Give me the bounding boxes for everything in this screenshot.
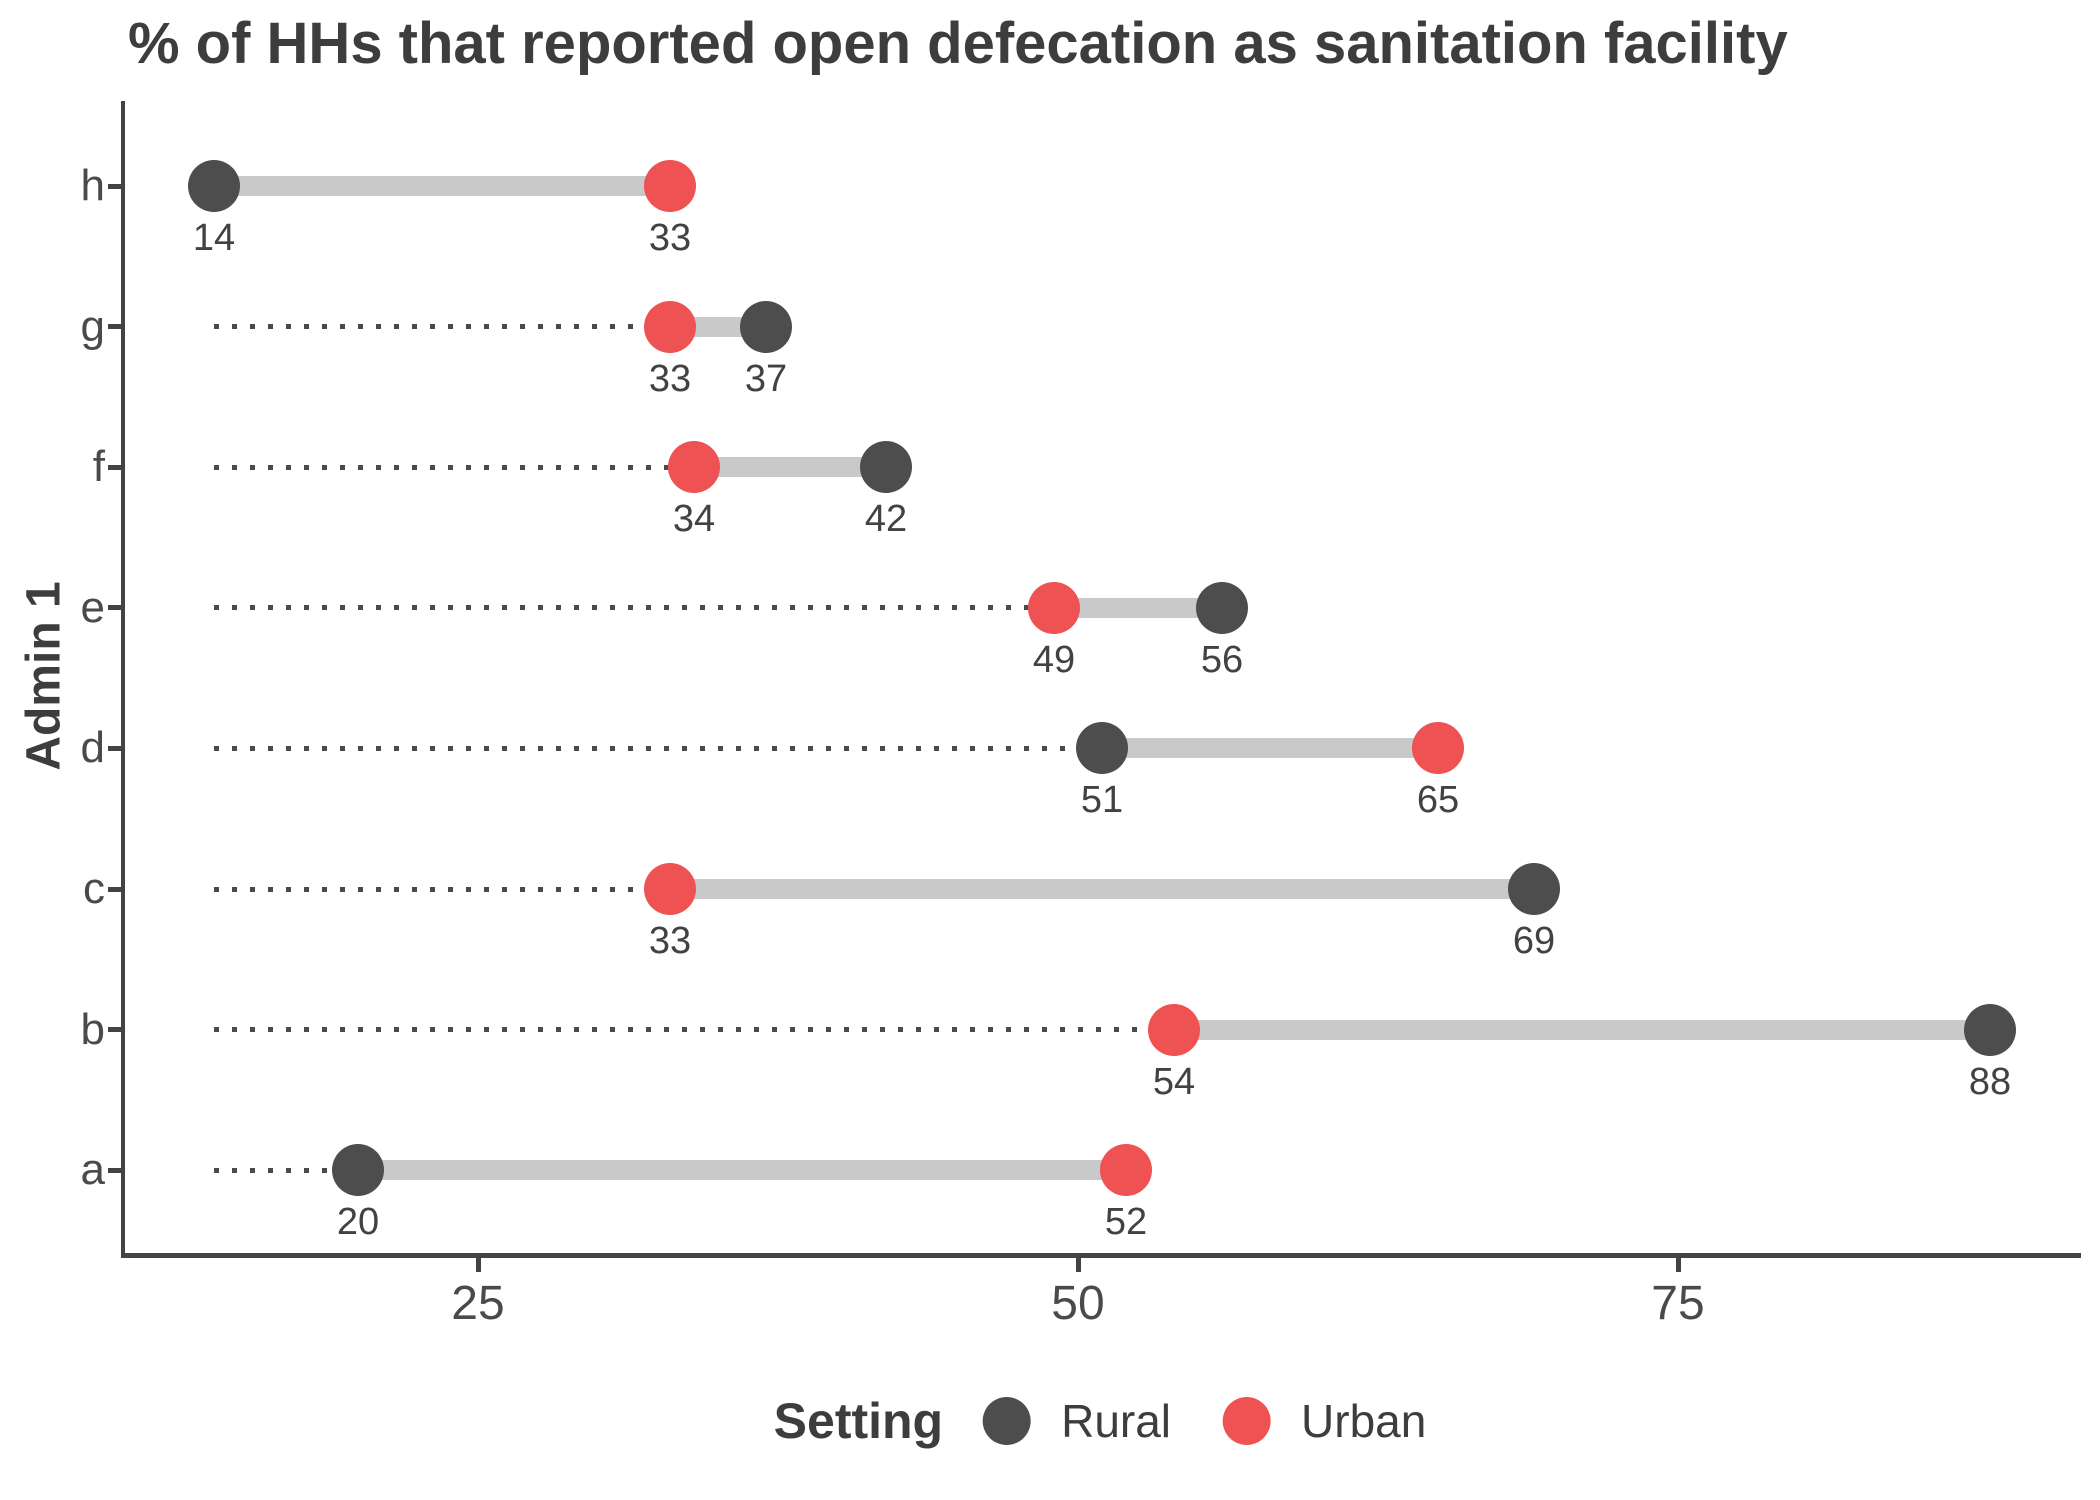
legend-item-rural: Rural: [983, 1394, 1171, 1448]
urban-value-label: 49: [1032, 638, 1076, 681]
urban-value-label: 54: [1152, 1060, 1196, 1103]
y-axis-tick: [108, 745, 122, 751]
urban-value-label: 33: [648, 357, 692, 400]
urban-swatch-icon: [1223, 1397, 1272, 1445]
y-axis-category-label: f: [92, 442, 105, 492]
rural-dot: [860, 441, 912, 494]
y-axis-category-label: b: [80, 1004, 105, 1054]
y-axis-tick: [108, 605, 122, 611]
rural-value-label: 14: [192, 217, 236, 259]
x-axis-tick-label: 50: [1051, 1277, 1105, 1330]
x-axis-tick: [1075, 1258, 1081, 1272]
y-axis-tick: [108, 464, 122, 470]
x-axis-tick: [475, 1258, 481, 1272]
legend-label-rural: Rural: [1061, 1395, 1172, 1447]
legend-label-urban: Urban: [1301, 1395, 1427, 1447]
rural-value-label: 88: [1968, 1060, 2012, 1103]
x-axis-tick-label: 25: [451, 1277, 505, 1330]
urban-dot: [668, 441, 720, 494]
y-axis-category-label: e: [80, 582, 105, 632]
rural-dot: [1196, 581, 1248, 634]
leader-line: [214, 886, 670, 892]
legend-item-urban: Urban: [1223, 1394, 1426, 1448]
rural-swatch-icon: [983, 1397, 1032, 1445]
y-axis-category-label: a: [80, 1145, 105, 1195]
rural-value-label: 20: [336, 1201, 380, 1244]
urban-dot: [644, 300, 696, 353]
connector-bar: [670, 879, 1534, 899]
leader-line: [214, 605, 1054, 611]
rural-value-label: 42: [864, 498, 908, 541]
y-axis-tick: [108, 324, 122, 330]
y-axis-category-label: c: [83, 864, 105, 913]
leader-line: [214, 1167, 358, 1173]
urban-value-label: 33: [648, 920, 692, 962]
y-axis-line: [121, 101, 125, 1257]
urban-dot: [1148, 1003, 1200, 1056]
rural-value-label: 69: [1512, 920, 1556, 962]
y-axis-category-label: h: [80, 161, 105, 210]
y-axis-tick: [108, 1027, 122, 1033]
y-axis-category-label: d: [80, 723, 105, 773]
rural-dot: [332, 1144, 384, 1197]
y-axis-tick: [108, 183, 122, 189]
rural-dot: [188, 160, 240, 212]
urban-dot: [1412, 722, 1464, 775]
rural-dot: [1076, 722, 1128, 775]
rural-dot: [1508, 863, 1560, 915]
urban-dot: [1100, 1144, 1152, 1197]
urban-dot: [1028, 581, 1080, 634]
rural-value-label: 56: [1200, 638, 1244, 681]
connector-bar: [1102, 738, 1438, 759]
rural-dot: [740, 300, 792, 353]
urban-value-label: 65: [1416, 779, 1460, 822]
urban-value-label: 34: [672, 498, 716, 541]
leader-line: [214, 324, 670, 330]
y-axis-category-label: g: [80, 301, 105, 351]
leader-line: [214, 745, 1102, 751]
rural-dot: [1964, 1003, 2016, 1056]
y-axis-tick: [108, 1167, 122, 1173]
leader-line: [214, 1027, 1174, 1033]
connector-bar: [358, 1160, 1126, 1181]
connector-bar: [1174, 1019, 1990, 1040]
connector-bar: [1054, 597, 1222, 618]
legend: Setting Rural Urban: [774, 1392, 1427, 1450]
chart-title: % of HHs that reported open defecation a…: [128, 11, 1788, 76]
legend-title: Setting: [773, 1393, 944, 1449]
y-axis-tick: [108, 886, 122, 892]
rural-value-label: 51: [1080, 779, 1124, 822]
urban-value-label: 33: [648, 217, 692, 259]
urban-dot: [644, 863, 696, 915]
x-axis-line: [121, 1253, 2081, 1258]
connector-bar: [214, 176, 670, 196]
connector-bar: [694, 457, 886, 478]
leader-line: [214, 464, 694, 470]
x-axis-tick: [1675, 1258, 1681, 1272]
x-axis-tick-label: 75: [1651, 1277, 1705, 1330]
urban-dot: [644, 160, 696, 212]
urban-value-label: 52: [1104, 1201, 1148, 1244]
rural-value-label: 37: [744, 357, 788, 400]
